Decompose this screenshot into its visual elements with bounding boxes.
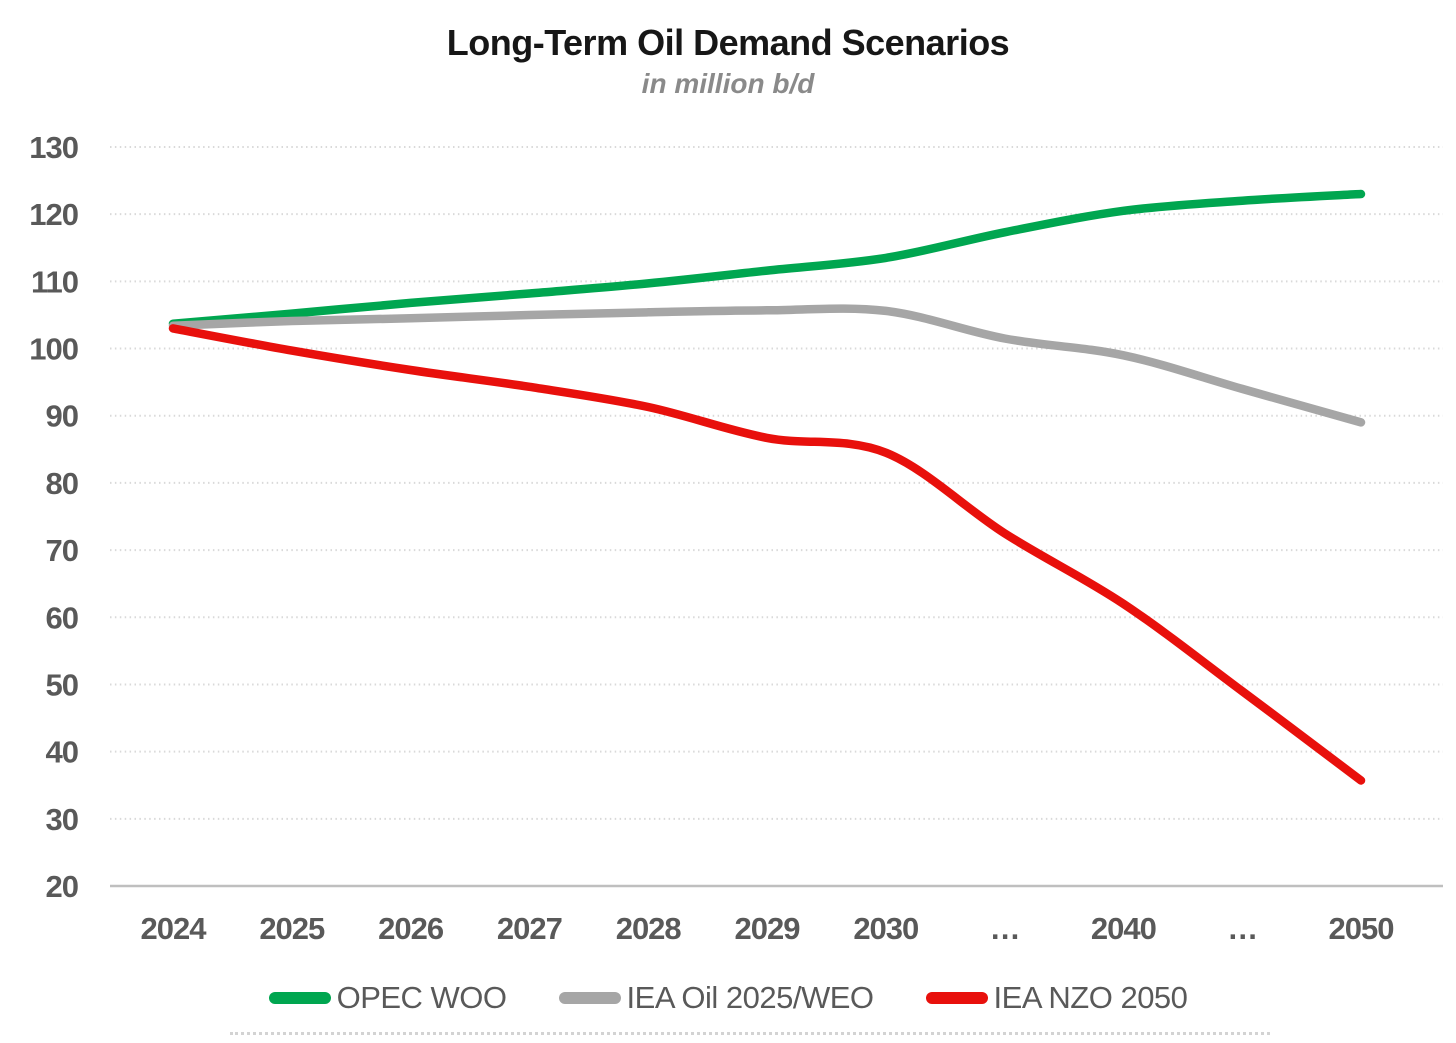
series-line-iea-oil-2025-weo (168, 304, 1366, 427)
legend-label-iea-oil: IEA Oil 2025/WEO (626, 980, 875, 1015)
y-tick-label-40: 40 (46, 735, 78, 770)
y-tick-label-100: 100 (29, 332, 78, 367)
x-tick-label-0: 2024 (141, 911, 208, 946)
x-tick-label-5: 2029 (735, 911, 801, 946)
y-tick-label-90: 90 (46, 399, 78, 434)
legend-item-iea-nzo: IEA NZO 2050 (925, 980, 1188, 1016)
x-tick-label-6: 2030 (853, 911, 918, 946)
legend-label-iea-nzo: IEA NZO 2050 (993, 980, 1188, 1015)
y-tick-label-30: 30 (46, 802, 78, 837)
legend-label-opec-woo: OPEC WOO (336, 980, 507, 1015)
y-tick-label-70: 70 (46, 533, 78, 568)
x-tick-label-8: 2040 (1091, 911, 1156, 946)
series-line-opec-woo (168, 189, 1366, 328)
x-tick-label-3: 2027 (497, 911, 562, 946)
series-line-iea-nzo-2050 (168, 324, 1366, 785)
chart-header: Long-Term Oil Demand Scenarios in millio… (0, 22, 1456, 100)
chart-subtitle: in million b/d (641, 68, 815, 99)
y-tick-label-120: 120 (29, 197, 78, 232)
y-tick-label-60: 60 (46, 600, 78, 635)
chart-title: Long-Term Oil Demand Scenarios (446, 22, 1010, 63)
legend-swatch-green-icon (268, 992, 331, 1004)
y-tick-label-80: 80 (46, 466, 78, 501)
x-tick-label-4: 2028 (616, 911, 682, 946)
legend-item-opec-woo: OPEC WOO (268, 980, 507, 1016)
x-tick-label-1: 2025 (259, 911, 325, 946)
legend-swatch-red-icon (925, 992, 988, 1004)
y-tick-label-130: 130 (29, 130, 78, 165)
x-tick-label-2: 2026 (378, 911, 444, 946)
y-tick-label-20: 20 (46, 869, 78, 904)
y-tick-label-110: 110 (31, 264, 78, 299)
y-tick-label-50: 50 (46, 667, 78, 702)
legend-item-iea-oil: IEA Oil 2025/WEO (558, 980, 875, 1016)
x-tick-label-9: … (1227, 911, 1257, 946)
chart-legend: OPEC WOO IEA Oil 2025/WEO IEA NZO 2050 (0, 972, 1456, 1024)
legend-swatch-gray-icon (558, 992, 621, 1004)
cropped-bottom-dotted-divider (230, 1032, 1270, 1043)
x-tick-label-7: … (990, 911, 1020, 946)
x-tick-label-10: 2050 (1329, 911, 1394, 946)
